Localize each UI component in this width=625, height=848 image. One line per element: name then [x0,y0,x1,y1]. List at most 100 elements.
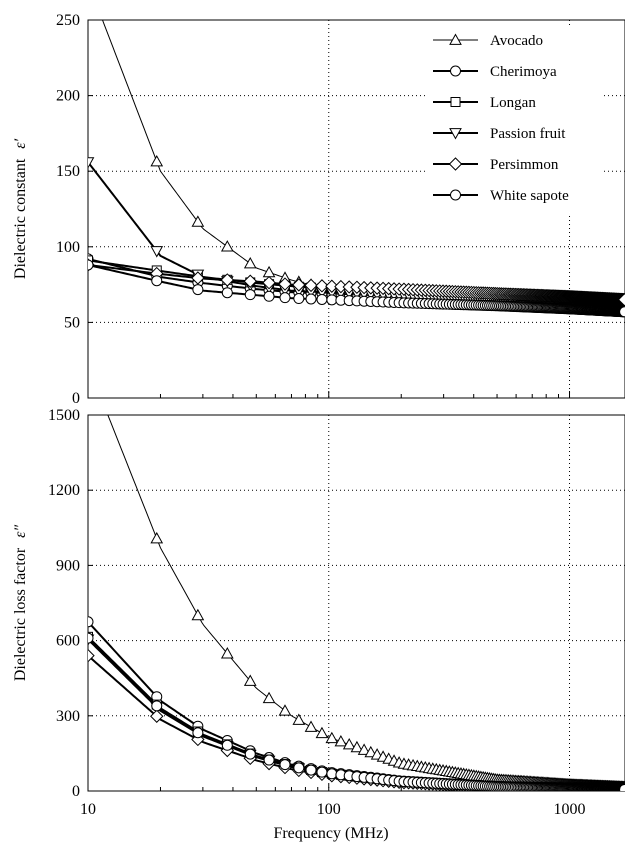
series-top [88,20,625,318]
line-bottom-white-sapote [88,637,625,791]
legend-item-persimmon: Persimmon [433,157,559,173]
point-bottom-white-sapote-7 [293,762,305,774]
grid-bottom [87,415,625,791]
legend-marker-avocado [449,33,462,45]
point-top-persimmon-10 [325,279,339,293]
legend-label-passion-fruit: Passion fruit [490,126,566,142]
y-axis-label-bottom: Dielectric loss factor ε″ [12,525,29,682]
point-top-white-sapote-3 [221,287,233,299]
series-top-persimmon [88,258,625,307]
plot-area-top [87,19,625,399]
point-bottom-avocado-15 [364,745,378,758]
point-bottom-persimmon-0 [88,648,95,663]
ytick-label-top-250: 250 [56,12,80,29]
point-top-persimmon-7 [292,278,306,292]
point-bottom-white-sapote-1 [151,700,163,712]
point-bottom-white-sapote-4 [244,748,256,760]
point-top-white-sapote-8 [305,293,317,305]
point-top-white-sapote-5 [263,290,275,302]
point-bottom-white-sapote-5 [263,754,275,766]
point-bottom-avocado-13 [350,740,364,753]
point-bottom-white-sapote-2 [192,727,204,739]
point-bottom-avocado-9 [315,726,329,739]
y-ticks-top: 0 50 100 150 200 250 [56,12,93,407]
point-top-passion-fruit-0 [88,157,95,169]
line-bottom-persimmon [88,654,625,791]
x-ticks: 10 100 1000 [80,801,586,818]
point-top-persimmon-6 [278,277,292,291]
point-bottom-avocado-8 [304,720,318,732]
point-bottom-cherimoya-0 [88,616,94,628]
point-bottom-avocado-4 [243,674,257,686]
point-top-white-sapote-4 [244,289,256,301]
line-bottom-cherimoya [88,621,625,791]
legend-item-white-sapote: White sapote [433,188,569,204]
point-top-white-sapote-7 [293,293,305,305]
xtick-label-100: 100 [317,801,341,818]
point-top-white-sapote-181 [619,306,625,318]
legend-marker-persimmon [448,157,463,171]
series-bottom-avocado [107,415,625,791]
xtick-label-10: 10 [80,801,96,818]
point-top-avocado-4 [243,257,257,269]
point-bottom-avocado-2 [191,608,205,621]
point-top-persimmon-9 [315,279,329,293]
legend-marker-longan [450,97,461,107]
point-top-white-sapote-1 [151,275,163,287]
ytick-label-top-100: 100 [56,239,80,256]
point-top-avocado-5 [262,265,276,278]
point-top-white-sapote-0 [88,259,94,271]
point-bottom-avocado-6 [278,704,292,716]
plot-area-bottom [87,414,625,792]
ytick-label-top-200: 200 [56,88,80,105]
legend: Avocado Cherimoya Longan Passion fruit Persi… [428,28,604,214]
point-bottom-avocado-11 [334,734,348,747]
x-axis-label: Frequency (MHz) [273,825,388,842]
legend-marker-white-sapote [450,189,461,201]
point-bottom-avocado-12 [342,738,356,750]
ytick-label-bottom-300: 300 [56,708,80,725]
point-top-persimmon-4 [243,274,257,288]
xtick-label-1000: 1000 [554,801,586,818]
ytick-label-bottom-900: 900 [56,557,80,574]
legend-item-avocado: Avocado [433,33,543,49]
point-bottom-white-sapote-0 [88,632,94,644]
point-bottom-avocado-14 [357,743,371,755]
ytick-label-bottom-1500: 1500 [48,407,80,424]
legend-label-avocado: Avocado [490,33,543,49]
point-bottom-white-sapote-181 [619,783,625,791]
y-axis-label-top: Dielectric constant ε′ [12,138,29,279]
point-top-white-sapote-2 [192,284,204,296]
legend-label-persimmon: Persimmon [490,157,559,173]
ytick-label-top-0: 0 [72,390,80,407]
point-top-avocado-3 [220,240,234,252]
point-top-avocado-2 [191,215,205,227]
ytick-label-top-50: 50 [64,314,80,331]
point-bottom-avocado-7 [292,713,306,725]
point-bottom-white-sapote-3 [221,739,233,751]
ytick-label-bottom-600: 600 [56,633,80,650]
point-bottom-avocado-5 [262,691,276,704]
point-bottom-white-sapote-6 [279,759,291,771]
dielectric-constant-panel: 0 50 100 150 200 250 Dielectric constant ε′ [12,12,625,407]
legend-label-longan: Longan [490,95,536,111]
point-top-passion-fruit-1 [150,246,164,258]
ytick-label-bottom-0: 0 [72,783,80,800]
point-bottom-white-sapote-10 [326,768,338,780]
grid-top [87,20,625,398]
point-top-persimmon-5 [262,275,276,290]
legend-background [428,28,604,214]
point-top-avocado-1 [150,154,164,167]
legend-marker-passion-fruit [449,128,462,140]
point-top-persimmon-8 [304,278,318,293]
point-top-white-sapote-6 [279,292,291,304]
point-bottom-avocado-3 [220,647,234,659]
y-ticks-bottom: 0 300 600 900 1200 1500 [48,407,93,800]
point-top-persimmon-2 [191,271,205,285]
point-bottom-avocado-10 [325,731,339,744]
point-top-white-sapote-9 [316,293,328,305]
legend-item-longan: Longan [433,95,536,111]
point-bottom-persimmon-1 [150,709,164,723]
dielectric-loss-panel: 0 300 600 900 1200 1500 Dielectric loss facto… [12,407,625,800]
